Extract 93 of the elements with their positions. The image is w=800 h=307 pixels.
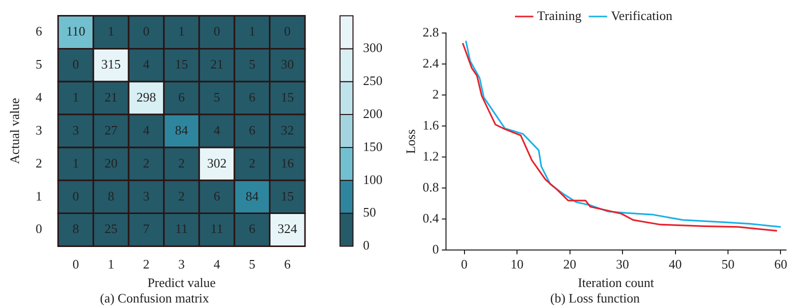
data-label: 1 — [248, 24, 256, 39]
data-label: 15 — [175, 56, 188, 72]
legend-label: Verification — [610, 8, 673, 23]
y-tick-label: 6 — [36, 24, 43, 39]
data-label: 298 — [136, 90, 156, 105]
x-tick-label: 4 — [214, 256, 221, 272]
data-label: 2 — [178, 188, 185, 204]
data-label: 32 — [280, 122, 294, 138]
data-label: 11 — [175, 221, 188, 236]
data-label: 5 — [248, 56, 256, 72]
data-label: 8 — [72, 221, 79, 236]
data-label: 1 — [72, 155, 79, 170]
y-tick-label: 1 — [36, 188, 42, 204]
data-label: 1 — [108, 24, 114, 39]
data-label: 25 — [104, 221, 118, 236]
y-tick-label: 1.2 — [422, 148, 439, 164]
data-label: 4 — [143, 56, 150, 72]
data-label: 84 — [175, 122, 189, 138]
x-axis-title: Iteration count — [578, 275, 654, 290]
data-label: 4 — [214, 122, 221, 138]
x-tick-label: 6 — [284, 256, 292, 272]
y-tick-label: 0 — [432, 242, 439, 257]
data-label: 2 — [178, 155, 185, 170]
y-tick-label: 0 — [36, 221, 42, 236]
data-label: 2 — [143, 155, 150, 170]
y-tick-label: 2.4 — [422, 55, 440, 70]
data-label: 3 — [143, 188, 150, 204]
y-tick-label: 2.8 — [422, 24, 439, 40]
y-tick-label: 0.4 — [422, 210, 440, 226]
data-label: 4 — [143, 122, 150, 138]
x-tick-label: 0 — [461, 256, 468, 272]
y-tick-label: 0.8 — [422, 180, 439, 195]
data-label: 16 — [280, 155, 294, 170]
color-bar-label: 250 — [363, 73, 382, 88]
data-label: 27 — [104, 122, 118, 138]
data-label: 15 — [280, 188, 294, 204]
data-label: 20 — [104, 155, 118, 170]
color-bar-label: 150 — [363, 138, 382, 154]
data-label: 1 — [178, 24, 185, 39]
x-tick-label: 5 — [248, 256, 256, 272]
data-label: 11 — [210, 221, 224, 236]
data-label: 110 — [66, 24, 86, 39]
data-label: 0 — [143, 24, 150, 39]
data-label: 30 — [280, 56, 294, 72]
x-axis-title: Predict value — [147, 275, 216, 290]
x-tick-label: 20 — [563, 256, 576, 272]
x-tick-label: 3 — [178, 256, 185, 272]
y-tick-label: 1.6 — [422, 118, 440, 133]
data-label: 324 — [278, 221, 298, 236]
data-label: 6 — [248, 221, 256, 236]
x-tick-label: 0 — [72, 256, 79, 272]
x-tick-label: 60 — [774, 256, 788, 272]
color-bar-label: 200 — [363, 106, 382, 121]
data-label: 3 — [72, 122, 79, 138]
data-label: 21 — [210, 56, 224, 72]
y-axis-title: Actual value — [7, 98, 22, 164]
y-tick-label: 2 — [432, 86, 439, 102]
data-label: 0 — [214, 24, 220, 39]
x-tick-label: 2 — [143, 256, 150, 272]
x-tick-label: 1 — [108, 256, 114, 272]
color-bar-label: 300 — [363, 40, 382, 56]
y-tick-label: 3 — [36, 122, 42, 138]
data-label: 6 — [178, 90, 186, 105]
data-label: 6 — [214, 188, 221, 204]
data-label: 84 — [246, 188, 260, 204]
data-label: 15 — [280, 90, 294, 105]
color-bar-label: 50 — [363, 204, 376, 220]
x-tick-label: 50 — [721, 256, 734, 272]
y-tick-label: 2 — [36, 155, 42, 170]
x-tick-label: 30 — [616, 256, 630, 272]
data-label: 8 — [108, 188, 114, 204]
data-label: 5 — [214, 90, 220, 105]
text: (b) Loss function — [550, 290, 640, 306]
color-bar-label: 100 — [363, 172, 382, 187]
y-tick-label: 4 — [36, 90, 43, 105]
x-tick-label: 40 — [668, 256, 682, 272]
data-label: 0 — [284, 24, 291, 39]
color-bar-label: 0 — [363, 238, 370, 253]
data-label: 6 — [248, 90, 256, 105]
data-label: 21 — [104, 90, 118, 105]
data-label: 2 — [248, 155, 256, 170]
y-tick-label: 5 — [36, 56, 42, 72]
data-label: 0 — [72, 188, 79, 204]
data-label: 0 — [72, 56, 79, 72]
y-axis-title: Loss — [403, 129, 418, 154]
data-label: 6 — [248, 122, 256, 138]
data-label: 1 — [72, 90, 79, 105]
x-tick-label: 10 — [510, 256, 524, 272]
data-label: 315 — [101, 56, 121, 72]
data-label: 302 — [207, 155, 227, 170]
legend-label: Training — [537, 8, 582, 23]
data-label: 7 — [143, 221, 150, 236]
text: (a) Confusion matrix — [100, 290, 210, 306]
